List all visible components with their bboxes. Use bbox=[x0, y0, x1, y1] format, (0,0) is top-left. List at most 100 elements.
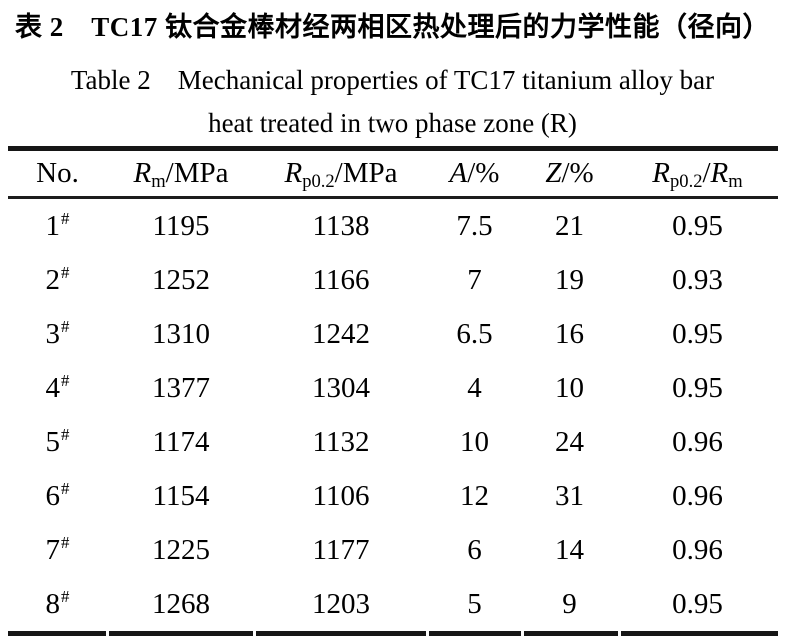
table-cell-a: 12 bbox=[428, 469, 522, 523]
table-cell-rm: 1195 bbox=[108, 198, 255, 254]
table-cell-rp02: 1203 bbox=[255, 577, 428, 631]
bottom-rule-segment bbox=[108, 631, 253, 636]
bottom-rule-segment bbox=[523, 631, 618, 636]
cell-value: 1154 bbox=[152, 479, 210, 512]
table-cell-a: 7.5 bbox=[428, 198, 522, 254]
header-text-part: /% bbox=[561, 157, 594, 189]
table-cell-ratio: 0.96 bbox=[618, 523, 778, 577]
cell-value: 4 bbox=[45, 371, 61, 404]
column-header-no: No. bbox=[7, 146, 108, 199]
column-header-ratio: Rp0.2/Rm bbox=[617, 146, 778, 199]
bottom-rule-segment bbox=[7, 631, 106, 636]
specimen-hash-mark: # bbox=[61, 263, 70, 283]
header-text-part: No. bbox=[36, 157, 79, 189]
cell-value: 10 bbox=[460, 425, 489, 458]
bottom-rule-segment bbox=[428, 631, 521, 636]
specimen-hash-mark: # bbox=[61, 587, 70, 607]
header-text-part: / bbox=[702, 157, 711, 189]
cell-value: 0.93 bbox=[672, 263, 723, 296]
cell-value: 1203 bbox=[312, 587, 370, 620]
table-cell-rm: 1225 bbox=[108, 523, 255, 577]
table-cell-ratio: 0.93 bbox=[618, 253, 778, 307]
table-caption-en-line1: Table 2 Mechanical properties of TC17 ti… bbox=[70, 65, 715, 95]
header-text-part: R bbox=[133, 157, 152, 189]
table-row: 4# 1377 1304 4 10 0.95 bbox=[8, 361, 778, 415]
table-cell-no: 1# bbox=[8, 198, 108, 254]
table-row: 2# 1252 1166 7 19 0.93 bbox=[8, 253, 778, 307]
specimen-hash-mark: # bbox=[61, 209, 70, 229]
header-text-part: R bbox=[652, 157, 671, 189]
table-bottom-rule bbox=[7, 631, 778, 636]
cell-value: 1252 bbox=[152, 263, 210, 296]
cell-value: 1166 bbox=[312, 263, 370, 296]
header-text-part: R bbox=[284, 157, 303, 189]
table-cell-ratio: 0.96 bbox=[618, 415, 778, 469]
table-cell-rp02: 1304 bbox=[255, 361, 428, 415]
cell-value: 7.5 bbox=[456, 209, 493, 242]
table-cell-ratio: 0.95 bbox=[618, 361, 778, 415]
column-header-z: Z/% bbox=[521, 146, 618, 199]
table-cell-rp02: 1242 bbox=[255, 307, 428, 361]
header-text-part: /MPa bbox=[165, 157, 229, 189]
table-body: 1# 1195 1138 7.5 21 0.95 2# 1252 1166 7 19 0.93 3# 13… bbox=[8, 198, 778, 632]
cell-value: 21 bbox=[555, 209, 584, 242]
cell-value: 1174 bbox=[152, 425, 210, 458]
table-cell-no: 2# bbox=[8, 253, 108, 307]
table-row: 7# 1225 1177 6 14 0.96 bbox=[8, 523, 778, 577]
specimen-hash-mark: # bbox=[61, 371, 70, 391]
header-text-part: R bbox=[710, 157, 729, 189]
table-cell-no: 4# bbox=[8, 361, 108, 415]
bottom-rule-segment bbox=[255, 631, 426, 636]
table-cell-ratio: 0.95 bbox=[618, 307, 778, 361]
cell-value: 1225 bbox=[152, 533, 210, 566]
table-cell-a: 10 bbox=[428, 415, 522, 469]
table-cell-a: 6 bbox=[428, 523, 522, 577]
cell-value: 0.96 bbox=[672, 425, 723, 458]
cell-value: 1268 bbox=[152, 587, 210, 620]
table-cell-rp02: 1106 bbox=[255, 469, 428, 523]
table-row: 6# 1154 1106 12 31 0.96 bbox=[8, 469, 778, 523]
table-cell-z: 9 bbox=[522, 577, 618, 631]
cell-value: 1106 bbox=[312, 479, 370, 512]
cell-value: 6 bbox=[45, 479, 61, 512]
specimen-hash-mark: # bbox=[61, 479, 70, 499]
cell-value: 9 bbox=[562, 587, 577, 620]
cell-value: 1 bbox=[45, 209, 61, 242]
header-text-part: /% bbox=[467, 157, 500, 189]
table-cell-z: 21 bbox=[522, 198, 618, 254]
cell-value: 31 bbox=[555, 479, 584, 512]
table-cell-rm: 1268 bbox=[108, 577, 255, 631]
table-cell-z: 19 bbox=[522, 253, 618, 307]
specimen-hash-mark: # bbox=[61, 425, 70, 445]
cell-value: 24 bbox=[555, 425, 584, 458]
table-cell-rp02: 1132 bbox=[255, 415, 428, 469]
header-text-part: p0.2 bbox=[302, 171, 335, 192]
header-text-part: m bbox=[728, 171, 743, 192]
table-cell-no: 5# bbox=[8, 415, 108, 469]
table-row: 1# 1195 1138 7.5 21 0.95 bbox=[8, 198, 778, 254]
table-cell-z: 16 bbox=[522, 307, 618, 361]
table-caption-en-line2: heat treated in two phase zone (R) bbox=[208, 108, 577, 138]
cell-value: 4 bbox=[467, 371, 482, 404]
cell-value: 0.96 bbox=[672, 533, 723, 566]
table-cell-no: 3# bbox=[8, 307, 108, 361]
table-cell-a: 6.5 bbox=[428, 307, 522, 361]
table-cell-z: 24 bbox=[522, 415, 618, 469]
table-cell-rm: 1252 bbox=[108, 253, 255, 307]
table-cell-a: 5 bbox=[428, 577, 522, 631]
cell-value: 7 bbox=[45, 533, 61, 566]
table-row: 8# 1268 1203 5 9 0.95 bbox=[8, 577, 778, 631]
cell-value: 3 bbox=[45, 317, 61, 350]
header-text-part: A bbox=[449, 157, 468, 189]
table-row: 3# 1310 1242 6.5 16 0.95 bbox=[8, 307, 778, 361]
table-cell-a: 7 bbox=[428, 253, 522, 307]
table-cell-rm: 1310 bbox=[108, 307, 255, 361]
table-cell-no: 8# bbox=[8, 577, 108, 631]
cell-value: 1195 bbox=[152, 209, 210, 242]
column-header-rp02: Rp0.2/MPa bbox=[254, 146, 428, 199]
table-cell-a: 4 bbox=[428, 361, 522, 415]
header-text-part: /MPa bbox=[334, 157, 398, 189]
header-text-part: Z bbox=[545, 157, 562, 189]
cell-value: 6.5 bbox=[456, 317, 493, 350]
header-text-part: p0.2 bbox=[670, 171, 703, 192]
